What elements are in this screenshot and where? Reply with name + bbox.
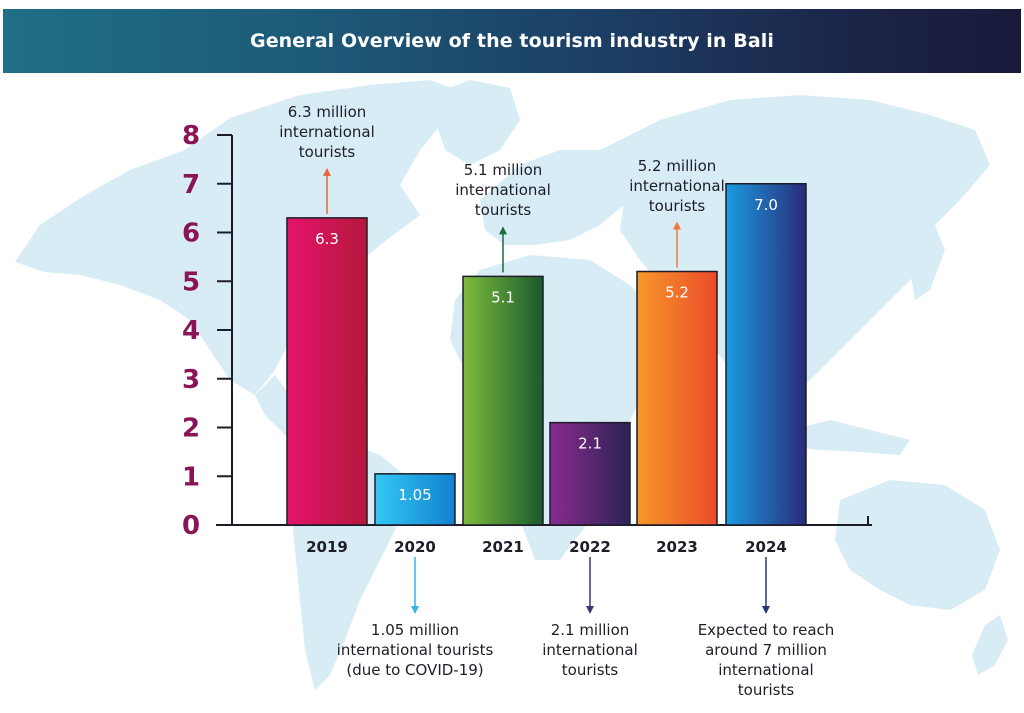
annotation-line: international	[542, 641, 638, 659]
annotation-line: around 7 million	[705, 641, 827, 659]
bar-2023	[636, 270, 718, 526]
x-tick-label-2024: 2024	[745, 538, 787, 556]
bar-2019	[286, 217, 368, 526]
annotation-2022: 2.1 million international tourists	[542, 620, 637, 680]
bar-value-label-2022: 2.1	[578, 435, 602, 453]
x-tick-label-2023: 2023	[656, 538, 698, 556]
annotation-2019: 6.3 million international tourists	[279, 102, 374, 162]
annotation-line: 5.1 million	[463, 161, 543, 180]
y-tick-label: 2	[182, 414, 200, 444]
y-tick-label: 6	[182, 219, 200, 249]
y-tick-label: 3	[182, 365, 200, 395]
y-tick-label: 8	[182, 121, 200, 151]
continent-australia	[835, 480, 1000, 610]
annotation-line: 1.05 million	[370, 621, 460, 639]
annotation-2021: 5.1 million international tourists	[455, 160, 550, 220]
bar-2021	[462, 275, 544, 526]
bar-value-label-2024: 7.0	[754, 196, 778, 214]
annotation-line: tourists	[298, 142, 356, 161]
x-tick-label-2019: 2019	[306, 538, 348, 556]
annotation-arrowhead-2019	[323, 167, 331, 176]
annotation-arrowhead-2024	[762, 606, 770, 614]
annotation-line: 5.2 million	[637, 156, 717, 175]
annotation-arrowhead-2022	[586, 606, 594, 614]
continent-greenland	[430, 80, 520, 165]
continent-europe	[480, 150, 640, 245]
bar-2024	[725, 183, 807, 526]
continent-north-america	[15, 80, 470, 395]
annotation-2020: 1.05 million international tourists (due t…	[337, 620, 494, 680]
title-banner: General Overview of the tourism industry…	[3, 9, 1021, 73]
bar-2020	[374, 473, 456, 526]
y-tick-label: 5	[182, 267, 200, 297]
annotation-line: international tourists	[336, 641, 494, 659]
annotation-line: tourists	[737, 681, 795, 699]
annotation-line: international	[455, 181, 551, 200]
annotation-2024: Expected to reach around 7 million interna…	[698, 620, 835, 700]
y-tick-label: 7	[182, 170, 200, 200]
annotation-line: international	[718, 661, 814, 679]
annotation-line: international	[629, 176, 725, 195]
x-tick-label-2021: 2021	[482, 538, 524, 556]
annotation-line: international	[279, 122, 375, 141]
continent-japan	[910, 225, 945, 300]
y-tick-label: 4	[182, 316, 200, 346]
continent-indonesia	[790, 420, 910, 455]
y-tick-label: 0	[182, 511, 200, 541]
x-tick-label-2022: 2022	[569, 538, 611, 556]
annotation-line: 6.3 million	[287, 102, 367, 121]
annotation-line: tourists	[561, 661, 619, 679]
bar-value-label-2021: 5.1	[491, 288, 515, 306]
annotation-line: 2.1 million	[550, 621, 630, 639]
annotation-line: tourists	[474, 201, 532, 220]
y-tick-label: 1	[182, 462, 200, 492]
annotation-line: (due to COVID-19)	[346, 661, 484, 679]
bar-value-label-2019: 6.3	[315, 230, 339, 248]
bar-2022	[549, 421, 631, 526]
annotation-arrowhead-2020	[411, 606, 419, 614]
bar-value-label-2020: 1.05	[398, 486, 431, 504]
chart-title: General Overview of the tourism industry…	[250, 30, 774, 52]
annotation-arrowhead-2023	[673, 221, 681, 230]
annotation-arrowhead-2021	[499, 226, 507, 235]
annotation-line: tourists	[648, 196, 706, 215]
bar-value-label-2023: 5.2	[665, 284, 689, 302]
x-tick-label-2020: 2020	[394, 538, 436, 556]
annotation-2023: 5.2 million international tourists	[629, 156, 724, 216]
annotation-line: Expected to reach	[697, 621, 835, 639]
continent-new-zealand	[972, 615, 1008, 675]
